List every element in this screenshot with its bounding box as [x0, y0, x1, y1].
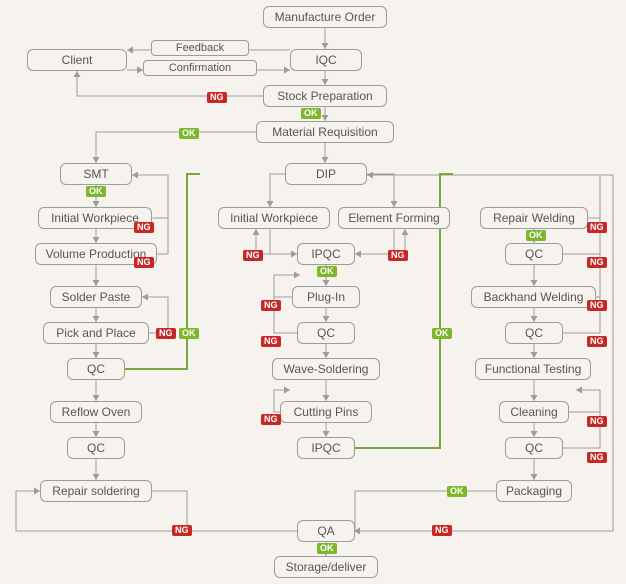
tag-ok-25: OK [317, 543, 337, 554]
tag-ng-19: NG [587, 416, 607, 427]
edge-label-conf: Confirmation [143, 60, 257, 76]
node-qcM: QC [297, 322, 355, 344]
tag-ng-4: NG [134, 222, 154, 233]
tag-ng-24: NG [432, 525, 452, 536]
node-repL: Repair soldering [40, 480, 152, 502]
node-elem: Element Forming [338, 207, 450, 229]
node-client: Client [27, 49, 127, 71]
node-repw: Repair Welding [480, 207, 588, 229]
node-store: Storage/deliver [274, 556, 378, 578]
node-ftest: Functional Testing [475, 358, 591, 380]
node-stock: Stock Preparation [263, 85, 387, 107]
tag-ok-21: OK [432, 328, 452, 339]
tag-ok-7: OK [179, 328, 199, 339]
tag-ok-22: OK [447, 486, 467, 497]
node-mo: Manufacture Order [263, 6, 387, 28]
node-wave: Wave-Soldering [272, 358, 380, 380]
tag-ng-5: NG [134, 257, 154, 268]
node-smt: SMT [60, 163, 132, 185]
node-matreq: Material Requisition [256, 121, 394, 143]
tag-ng-15: NG [587, 222, 607, 233]
node-qcR3: QC [505, 437, 563, 459]
node-iwM: Initial Workpiece [218, 207, 330, 229]
tag-ng-13: NG [261, 414, 281, 425]
node-spaste: Solder Paste [50, 286, 142, 308]
node-qcR1: QC [505, 243, 563, 265]
node-cut: Cutting Pins [280, 401, 372, 423]
tag-ok-3: OK [86, 186, 106, 197]
tag-ng-18: NG [587, 336, 607, 347]
node-pack: Packaging [496, 480, 572, 502]
node-pnp: Pick and Place [43, 322, 149, 344]
node-bhw: Backhand Welding [471, 286, 596, 308]
node-ipqc2: IPQC [297, 437, 355, 459]
tag-ng-8: NG [243, 250, 263, 261]
tag-ng-6: NG [156, 328, 176, 339]
tag-ok-14: OK [526, 230, 546, 241]
node-reflow: Reflow Oven [50, 401, 142, 423]
node-qcL2: QC [67, 437, 125, 459]
tag-ng-20: NG [587, 452, 607, 463]
edge-label-fb: Feedback [151, 40, 249, 56]
tag-ng-9: NG [388, 250, 408, 261]
tag-ng-17: NG [587, 300, 607, 311]
node-ipqc1: IPQC [297, 243, 355, 265]
tag-ng-16: NG [587, 257, 607, 268]
tag-ng-12: NG [261, 336, 281, 347]
node-qcL: QC [67, 358, 125, 380]
tag-ng-0: NG [207, 92, 227, 103]
node-dip: DIP [285, 163, 367, 185]
tag-ng-11: NG [261, 300, 281, 311]
node-qa: QA [297, 520, 355, 542]
node-qcR2: QC [505, 322, 563, 344]
tag-ok-10: OK [317, 266, 337, 277]
tag-ok-1: OK [301, 108, 321, 119]
node-iqc: IQC [290, 49, 362, 71]
tag-ok-2: OK [179, 128, 199, 139]
flowchart-pcb-manufacturing: Manufacture Order IQC Client Stock Preparat… [0, 0, 626, 584]
tag-ng-23: NG [172, 525, 192, 536]
node-plugin: Plug-In [292, 286, 360, 308]
node-clean: Cleaning [499, 401, 569, 423]
